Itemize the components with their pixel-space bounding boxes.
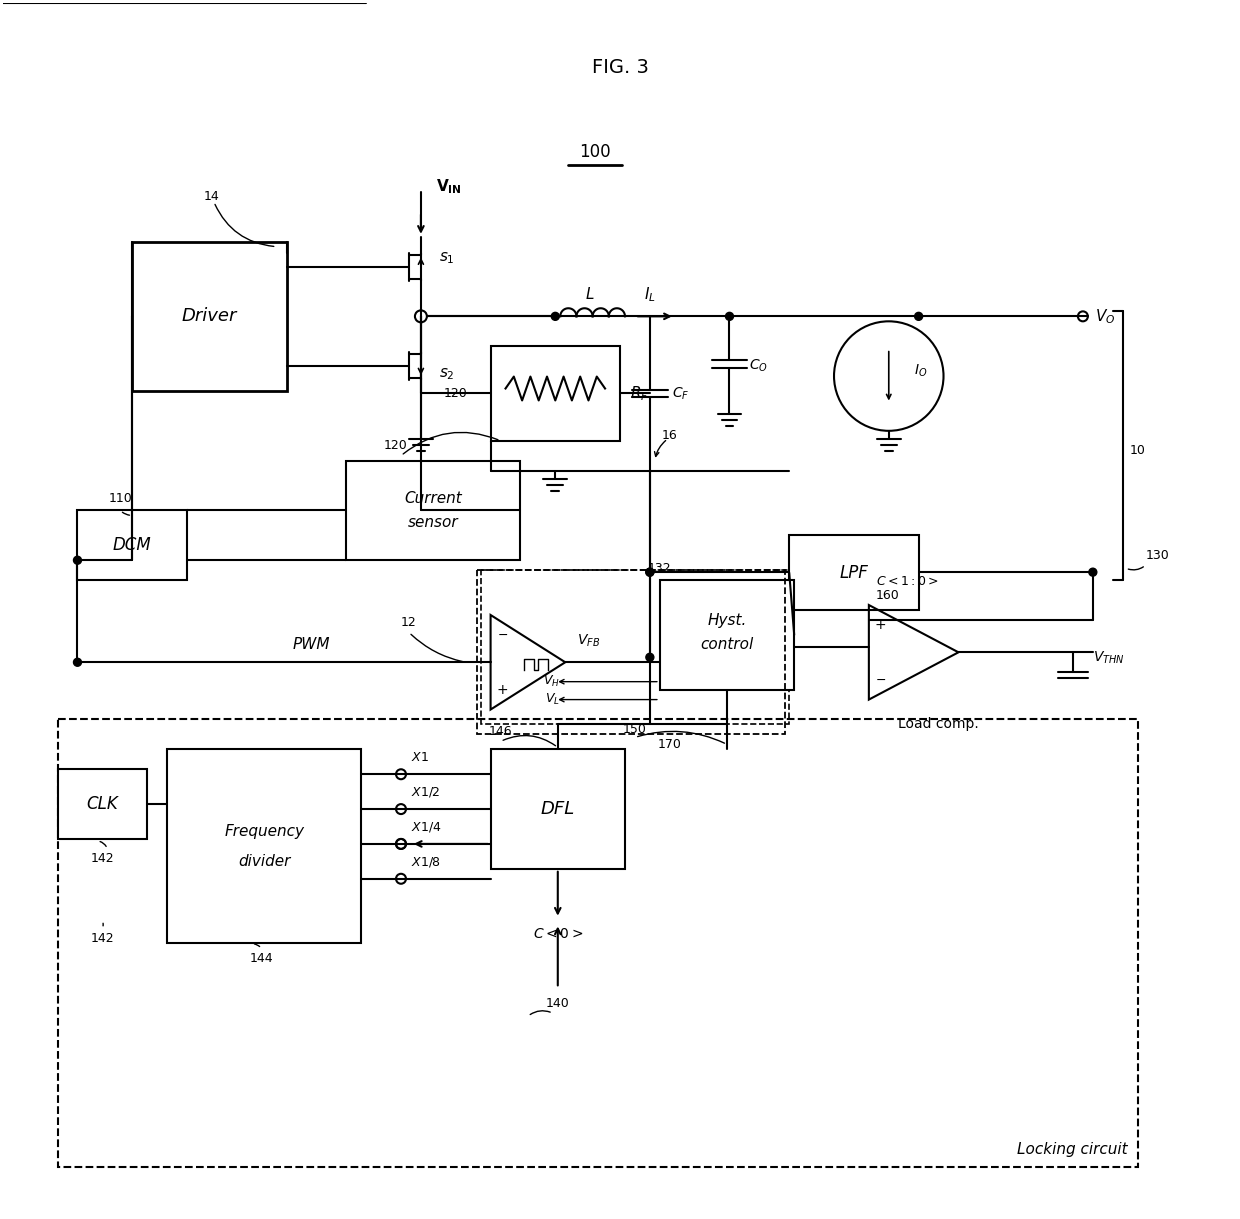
Bar xyxy=(57,719,1137,1168)
Text: sensor: sensor xyxy=(408,514,459,530)
Text: Driver: Driver xyxy=(182,307,237,325)
Text: $-$: $-$ xyxy=(875,673,887,686)
Circle shape xyxy=(73,556,82,564)
Circle shape xyxy=(646,568,653,577)
Circle shape xyxy=(915,312,923,321)
Bar xyxy=(660,580,794,690)
Text: 16: 16 xyxy=(662,429,677,442)
Text: Frequency: Frequency xyxy=(224,824,304,839)
Text: divider: divider xyxy=(238,853,290,869)
Text: Locking circuit: Locking circuit xyxy=(1017,1142,1127,1158)
Text: $X1$: $X1$ xyxy=(410,751,429,764)
Text: $-$: $-$ xyxy=(497,628,508,641)
Circle shape xyxy=(552,312,559,321)
Text: 160: 160 xyxy=(875,589,899,601)
Bar xyxy=(57,769,148,839)
Text: 142: 142 xyxy=(91,852,114,865)
Text: $\mathbf{V_{IN}}$: $\mathbf{V_{IN}}$ xyxy=(435,178,461,196)
Text: $s_2$: $s_2$ xyxy=(439,366,454,382)
Bar xyxy=(491,750,625,869)
Bar xyxy=(167,750,361,944)
Bar xyxy=(789,535,919,610)
Text: $R_F$: $R_F$ xyxy=(630,384,649,402)
Circle shape xyxy=(646,568,653,577)
Text: $C_O$: $C_O$ xyxy=(749,358,769,374)
Text: 140: 140 xyxy=(546,997,569,1009)
Text: 146: 146 xyxy=(489,725,512,737)
Text: FIG. 3: FIG. 3 xyxy=(591,59,649,77)
Text: Hyst.: Hyst. xyxy=(707,613,746,629)
Text: Current: Current xyxy=(404,491,463,506)
Text: +: + xyxy=(497,683,508,696)
Text: $V_{THN}$: $V_{THN}$ xyxy=(1092,650,1125,667)
Text: $X1/4$: $X1/4$ xyxy=(410,820,441,834)
Bar xyxy=(77,511,187,580)
Circle shape xyxy=(646,653,653,661)
Text: 144: 144 xyxy=(249,952,274,965)
Text: LPF: LPF xyxy=(839,563,868,581)
Text: 132: 132 xyxy=(649,562,672,574)
Circle shape xyxy=(73,658,82,667)
Circle shape xyxy=(1089,568,1097,577)
Text: $I_L$: $I_L$ xyxy=(644,285,656,304)
Bar xyxy=(133,241,286,391)
Text: +: + xyxy=(875,618,887,631)
Text: $I_O$: $I_O$ xyxy=(914,363,928,379)
Bar xyxy=(476,570,785,734)
Text: 110: 110 xyxy=(108,492,133,505)
Text: DFL: DFL xyxy=(541,800,575,818)
Text: Load comp.: Load comp. xyxy=(898,718,978,731)
Text: 14: 14 xyxy=(205,190,219,204)
Text: CLK: CLK xyxy=(87,795,118,813)
Text: $s_1$: $s_1$ xyxy=(439,251,455,267)
Text: $V_L$: $V_L$ xyxy=(546,692,560,707)
Text: $V_{FB}$: $V_{FB}$ xyxy=(577,633,600,649)
Text: $C_F$: $C_F$ xyxy=(672,385,689,402)
Text: control: control xyxy=(701,638,754,652)
Bar xyxy=(491,346,620,441)
Text: 100: 100 xyxy=(579,143,611,161)
Text: 150: 150 xyxy=(622,723,647,736)
Text: $L$: $L$ xyxy=(585,286,595,302)
Text: $X1/2$: $X1/2$ xyxy=(410,785,440,800)
Text: $C<1:0>$: $C<1:0>$ xyxy=(875,574,939,588)
Text: 142: 142 xyxy=(91,933,114,945)
Text: $X1/8$: $X1/8$ xyxy=(410,855,440,869)
Text: DCM: DCM xyxy=(113,536,151,555)
Circle shape xyxy=(725,312,734,321)
Text: $V_O$: $V_O$ xyxy=(1095,307,1115,325)
Text: $C<0>$: $C<0>$ xyxy=(532,926,583,941)
Text: $V_H$: $V_H$ xyxy=(543,674,560,689)
Text: PWM: PWM xyxy=(293,636,330,652)
Text: 120: 120 xyxy=(444,386,467,400)
Text: 120: 120 xyxy=(384,439,408,452)
Bar xyxy=(481,570,789,724)
Text: 170: 170 xyxy=(658,737,682,751)
Text: 12: 12 xyxy=(401,616,417,629)
Text: 130: 130 xyxy=(1146,549,1169,562)
Text: 10: 10 xyxy=(1130,444,1146,457)
Bar xyxy=(346,461,521,561)
